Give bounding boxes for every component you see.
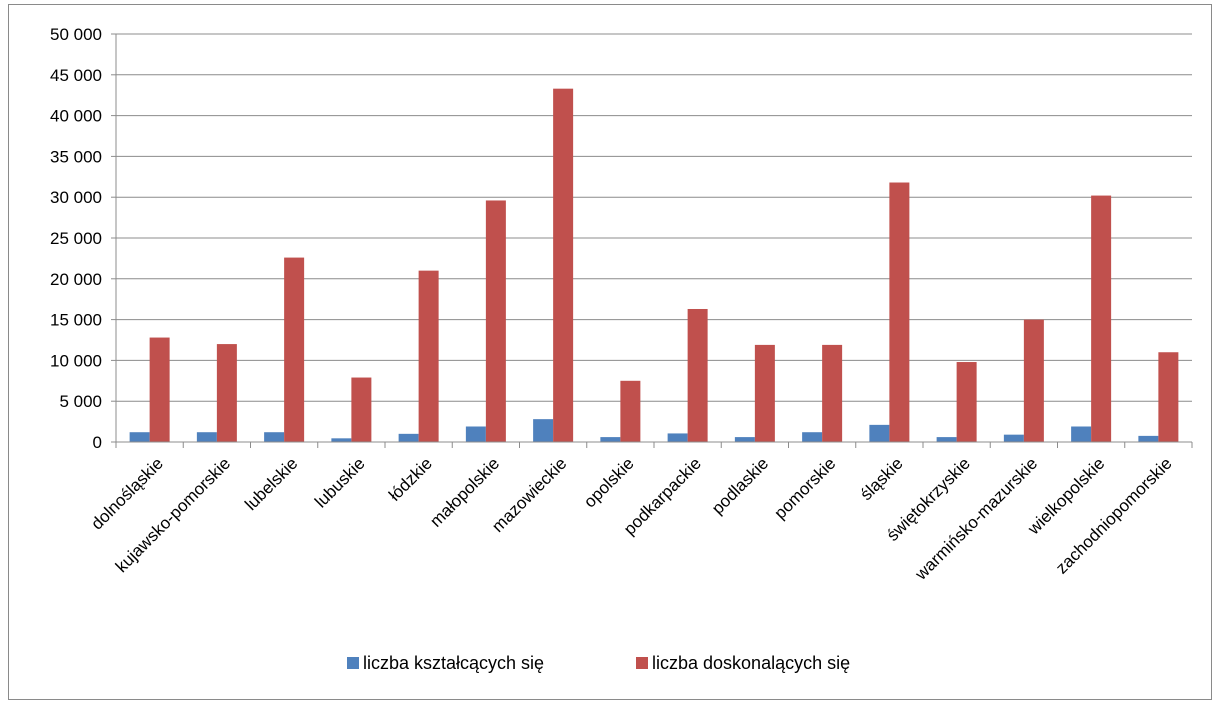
bar-ksztalcacych: [331, 438, 352, 442]
category-label: śląskie: [857, 454, 907, 504]
bar-ksztalcacych: [600, 437, 621, 442]
legend-label: liczba doskonalących się: [652, 653, 850, 673]
bar-ksztalcacych: [936, 437, 957, 442]
y-tick-label: 25 000: [50, 229, 102, 248]
bar-ksztalcacych: [1003, 434, 1024, 442]
bar-ksztalcacych: [129, 432, 150, 442]
bar-doskonalacych: [754, 344, 775, 442]
bar-doskonalacych: [620, 380, 641, 442]
bar-ksztalcacych: [1138, 435, 1159, 442]
bar-ksztalcacych: [533, 419, 554, 442]
category-label: łódzkie: [385, 454, 436, 505]
bar-doskonalacych: [687, 308, 708, 442]
bar-ksztalcacych: [734, 437, 755, 442]
bar-doskonalacych: [351, 377, 372, 442]
bar-ksztalcacych: [398, 433, 419, 442]
bar-doskonalacych: [284, 257, 305, 442]
legend-swatch: [347, 657, 359, 669]
y-tick-label: 15 000: [50, 311, 102, 330]
bar-ksztalcacych: [667, 433, 688, 442]
category-label: podlaskie: [708, 454, 772, 518]
category-label: kujawsko-pomorskie: [112, 454, 234, 576]
y-tick-label: 40 000: [50, 107, 102, 126]
bar-ksztalcacych: [869, 424, 890, 442]
bar-doskonalacych: [149, 337, 170, 442]
bar-doskonalacych: [956, 362, 977, 442]
legend: liczba kształcących się liczba doskonaląc…: [347, 653, 850, 673]
legend-label: liczba kształcących się: [363, 653, 544, 673]
bar-doskonalacych: [1023, 319, 1044, 442]
bars: [129, 88, 1179, 442]
bar-doskonalacych: [485, 200, 506, 442]
category-label: warmińsko-mazurskie: [911, 454, 1041, 584]
category-label: lubuskie: [311, 454, 369, 512]
bar-doskonalacych: [418, 270, 439, 442]
category-label: opolskie: [580, 454, 638, 512]
y-tick-label: 50 000: [50, 25, 102, 44]
bar-doskonalacych: [822, 344, 843, 442]
axes: [115, 34, 1193, 448]
category-label: zachodniopomorskie: [1052, 454, 1176, 578]
bar-ksztalcacych: [465, 426, 486, 442]
y-axis-tick-labels: 0 5 000 10 000 15 000 20 000 25 000 30 000 35 0…: [50, 25, 116, 452]
chart-frame: [8, 4, 1212, 700]
category-label: lubelskie: [241, 454, 301, 514]
bar-doskonalacych: [1158, 352, 1179, 442]
bar-doskonalacych: [553, 88, 574, 442]
bar-ksztalcacych: [802, 432, 823, 442]
y-tick-label: 45 000: [50, 66, 102, 85]
bar-doskonalacych: [889, 182, 910, 442]
bar-doskonalacych: [1091, 195, 1112, 442]
y-tick-label: 0: [93, 433, 102, 452]
y-tick-label: 5 000: [59, 392, 102, 411]
bar-ksztalcacych: [1071, 426, 1092, 442]
category-label: pomorskie: [771, 454, 840, 523]
bar-ksztalcacych: [196, 432, 217, 442]
y-tick-label: 20 000: [50, 270, 102, 289]
bar-ksztalcacych: [264, 432, 285, 442]
y-tick-label: 10 000: [50, 351, 102, 370]
bar-doskonalacych: [216, 344, 237, 442]
legend-swatch: [636, 657, 648, 669]
y-tick-label: 30 000: [50, 188, 102, 207]
y-tick-label: 35 000: [50, 147, 102, 166]
